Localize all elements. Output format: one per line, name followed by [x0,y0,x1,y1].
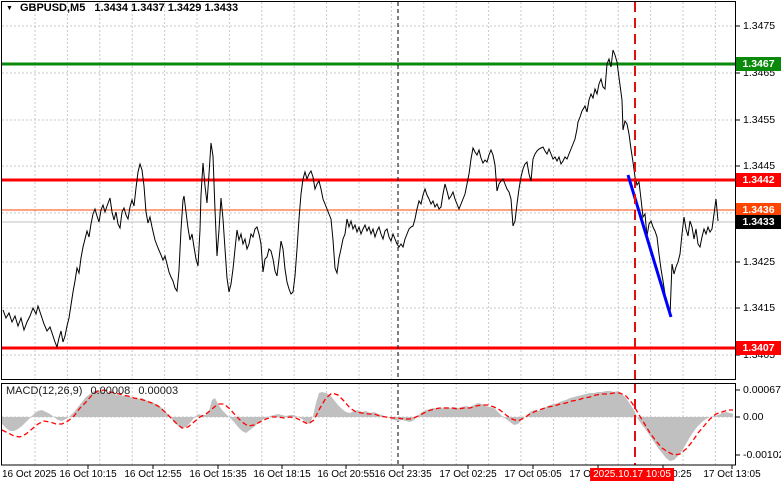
price-axis[interactable]: 1.34751.34651.34551.34451.34351.34251.34… [736,0,781,465]
price-badge-resistance: 1.3467 [736,57,781,71]
price-axis-label: 1.3445 [743,160,776,172]
macd-signal-line [1,389,733,456]
main-panel-border [1,1,736,380]
ohlc-values: 1.3434 1.3437 1.3429 1.3433 [94,2,239,14]
time-axis-label: 16 Oct 10:15 [59,469,117,480]
macd-axis-label: 0.00067 [743,384,781,396]
macd-histogram [2,390,733,461]
time-axis-label: 17 Oct 02:25 [439,469,497,480]
macd-panel-border [1,383,736,466]
time-axis-label: 16 Oct 23:35 [374,469,432,480]
macd-indicator-label: MACD(12,26,9) 0.00008 0.00003 [6,385,183,397]
price-badge-pivot: 1.3436 [736,203,781,217]
price-line-series [2,49,719,349]
price-series [2,49,719,349]
macd-indicator [1,389,733,461]
price-axis-label: 1.3475 [743,20,776,32]
macd-name: MACD(12,26,9) [6,385,83,397]
axis-ticks [87,25,740,469]
price-axis-label: 1.3455 [743,114,776,126]
symbol-dropdown-icon[interactable]: ▼ [6,4,13,12]
chart-title: ▼ GBPUSD,M5 1.3434 1.3437 1.3429 1.3433 [6,2,238,14]
time-axis-label: 16 Oct 12:55 [124,469,182,480]
time-axis-label: 16 Oct 18:15 [253,469,311,480]
time-axis-label: 16 Oct 20:55 [317,469,375,480]
time-axis-label: 16 Oct 15:35 [189,469,247,480]
symbol-timeframe-label: GBPUSD,M5 [19,2,86,14]
time-axis[interactable]: 16 Oct 2025 16 Oct 10:15 16 Oct 12:55 16 Oc… [0,465,781,489]
price-badge-resistance: 1.3442 [736,173,781,187]
time-axis-label: 17 Oct 13:05 [703,469,761,480]
price-axis-label: 1.3415 [743,302,776,314]
time-axis-label: 16 Oct 2025 [2,469,57,480]
price-axis-label: 1.3425 [743,256,776,268]
macd-axis-label: -0.00102 [743,449,781,461]
macd-axis-label: 0.00 [743,411,764,423]
event-time-badge: 2025.10.17 10:05 [590,468,674,481]
price-levels [2,62,735,350]
time-axis-label: 17 Oct 05:05 [504,469,562,480]
macd-signal-value: 0.00003 [138,385,179,397]
price-badge-current-price: 1.3433 [736,215,781,229]
macd-main-value: 0.00008 [90,385,131,397]
panel-borders [1,1,736,466]
price-badge-support: 1.3407 [736,341,781,355]
